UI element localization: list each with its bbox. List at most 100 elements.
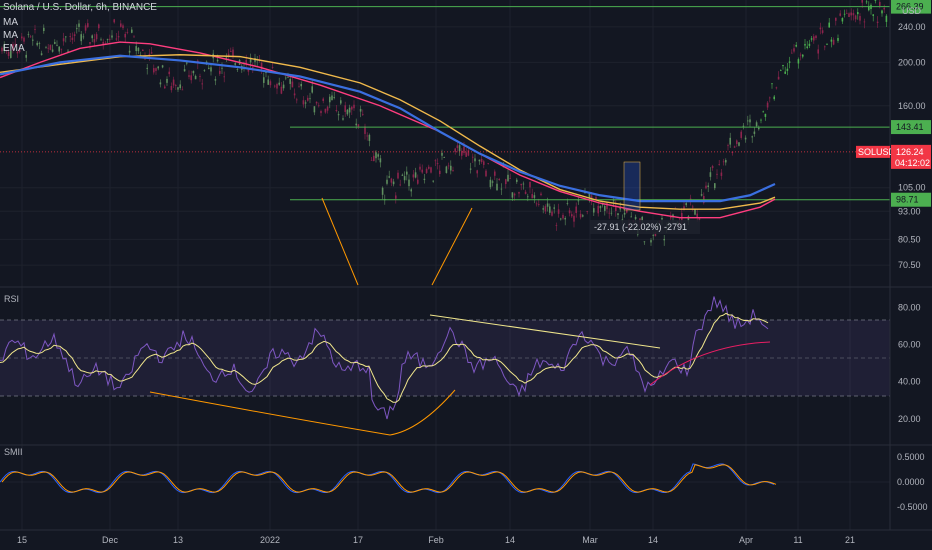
candle-body [516, 179, 518, 182]
candle-body [311, 86, 313, 93]
candle-body [681, 213, 683, 221]
candle-body [439, 170, 441, 175]
candle-body [560, 218, 562, 220]
smii-axis[interactable]: 0.5000 0.0000 -0.5000 [897, 452, 928, 512]
candle-body [249, 57, 252, 63]
candle-body [544, 206, 547, 212]
candle-body [100, 39, 102, 41]
symbol-tag: SOLUSD [858, 147, 896, 157]
price-tick-label: 240.00 [898, 22, 926, 32]
countdown-label: 04:12:02 [895, 158, 930, 168]
candle-body [337, 114, 340, 116]
rsi-axis[interactable]: 80.00 60.00 40.00 20.00 [898, 302, 921, 423]
candle-body [518, 192, 520, 194]
candle-body [425, 168, 428, 173]
candle-body [546, 203, 549, 207]
candle-body [137, 47, 140, 52]
candle-body [45, 47, 47, 49]
candle-body [370, 159, 373, 161]
candle-body [177, 87, 179, 90]
candle-body [166, 78, 168, 83]
indicator-ma-1[interactable]: MA [3, 17, 18, 28]
rsi-trend-curve [149, 389, 456, 436]
candle-body [102, 42, 104, 45]
candle-body [373, 155, 375, 162]
smii-pane[interactable] [0, 463, 890, 494]
candle-body [663, 238, 665, 241]
candle-body [579, 213, 582, 218]
rsi-pane[interactable] [0, 296, 890, 436]
smii-title: SMII [4, 447, 23, 457]
candle-body [348, 107, 351, 113]
candle-body [346, 109, 349, 115]
candle-body [401, 174, 404, 176]
candle-body [148, 53, 151, 56]
candle-body [601, 204, 604, 206]
candle-body [62, 38, 65, 42]
candle-body [285, 77, 287, 79]
price-tick-label: 93.00 [898, 206, 921, 216]
price-tick-label: 160.00 [898, 101, 926, 111]
candle-body [815, 35, 817, 39]
candle-body [150, 52, 153, 54]
candle-body [344, 105, 346, 112]
candle-body [709, 172, 712, 177]
candle-body [626, 208, 628, 213]
time-tick-label: 14 [648, 535, 658, 545]
candle-body [403, 176, 406, 181]
candle-body [25, 54, 27, 58]
candle-body [208, 67, 210, 69]
candle-body [793, 48, 795, 52]
candle-body [434, 160, 437, 162]
candle-body [599, 206, 602, 209]
price-axis[interactable]: 240.00 200.00 160.00 105.00 93.00 80.50 70.50 [898, 22, 926, 270]
candle-body [454, 148, 456, 152]
candle-body [333, 97, 335, 98]
candle-body [296, 99, 298, 101]
candle-body [749, 119, 751, 123]
candle-body [395, 195, 397, 199]
candle-body [357, 124, 360, 128]
candle-body [524, 191, 527, 194]
candle-body [168, 71, 170, 75]
candle-body [577, 200, 580, 202]
time-tick-label: Feb [428, 535, 444, 545]
candle-body [522, 183, 525, 185]
candle-body [826, 43, 828, 45]
candle-body [555, 225, 558, 226]
indicator-ema[interactable]: EMA [3, 43, 25, 54]
smii-line-orange [1, 464, 777, 493]
candle-body [247, 68, 250, 72]
candle-body [670, 216, 672, 219]
measure-box [623, 161, 641, 211]
candle-body [335, 110, 338, 112]
last-price-label: 126.24 [896, 147, 924, 157]
time-tick-label: 11 [793, 535, 802, 545]
indicator-ma-2[interactable]: MA [3, 30, 18, 41]
time-axis[interactable]: 15 Dec 13 2022 17 Feb 14 Mar 14 Apr 11 21 [17, 535, 855, 545]
candle-body [527, 196, 529, 198]
candle-body [408, 179, 410, 187]
symbol-title[interactable]: Solana / U.S. Dollar, 6h, BINANCE [3, 2, 157, 13]
candle-body [700, 194, 703, 196]
candle-body [634, 216, 637, 220]
price-pane[interactable]: -27.91 (-22.02%) -2791 [0, 0, 890, 286]
candle-body [95, 34, 98, 40]
candle-body [489, 179, 492, 188]
candle-body [199, 76, 201, 77]
candle-body [685, 203, 687, 206]
candle-body [183, 69, 186, 72]
candle-body [773, 96, 775, 100]
candle-body [3, 44, 5, 51]
candle-body [164, 86, 166, 89]
candle-body [111, 35, 113, 38]
candle-body [252, 66, 254, 68]
candle-body [830, 39, 833, 42]
candle-body [707, 185, 709, 187]
candle-body [619, 207, 621, 210]
candle-body [38, 43, 41, 44]
candle-body [368, 134, 371, 141]
candle-body [157, 66, 159, 69]
rsi-line [0, 296, 769, 420]
